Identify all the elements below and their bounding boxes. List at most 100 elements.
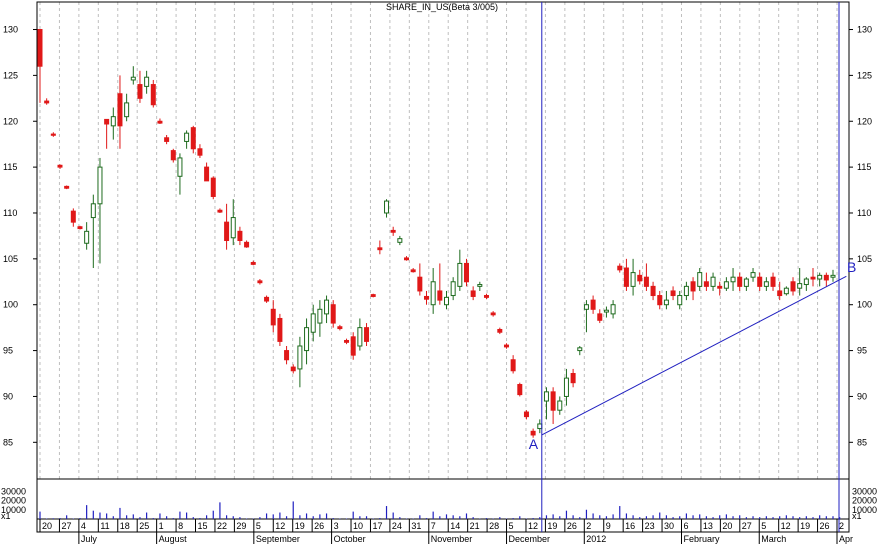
candle-body-down [517,384,523,396]
candle-body-up [230,217,236,239]
date-label: 2 [586,521,591,531]
date-label: 28 [489,521,499,531]
candle-body-down [344,339,350,343]
price-tick-label-right: 105 [857,254,872,264]
month-label: March [761,534,786,544]
price-tick-label-left: 90 [3,391,13,401]
candle-body-down [437,290,443,301]
candle-body-up [457,262,463,287]
candle-body-down [417,276,423,292]
candle-body-down [170,150,176,161]
date-label: 12 [528,521,538,531]
candle-body-down [637,274,643,282]
date-label: 24 [392,521,402,531]
date-label: 22 [217,521,227,531]
date-label: 25 [139,521,149,531]
candle-body-up [144,76,150,87]
month-label: August [159,534,188,544]
candle-body-down [217,209,223,213]
candle-body-down [390,229,396,233]
candle-body-down [523,411,529,418]
candle-body-up [630,272,636,287]
date-label: 9 [606,521,611,531]
candle-body-down [790,281,796,292]
price-tick-label-right: 120 [857,116,872,126]
candle-body-down [224,221,230,241]
candle-body-down [250,262,256,265]
candle-body-down [350,336,356,356]
candle-body-down [190,127,196,150]
price-tick-label-left: 120 [3,116,18,126]
price-tick-label-left: 105 [3,254,18,264]
month-label: November [431,534,473,544]
date-label: 19 [800,521,810,531]
candle-body-up [443,296,449,306]
support-trendline [541,275,847,436]
price-tick-label-left: 130 [3,25,18,35]
candle-body-up [384,200,390,214]
candle-body-up [677,295,683,306]
date-label: 26 [567,521,577,531]
candle-body-down [150,84,156,106]
month-label: February [683,534,720,544]
date-label: 11 [100,521,109,531]
candle-body-up [177,157,183,177]
price-tick-label-right: 100 [857,300,872,310]
candle-body-down [264,296,270,302]
date-label: 31 [411,521,421,531]
volume-tick-label-left: 20000 [1,496,26,506]
candle-body-down [623,267,629,287]
date-label: 14 [450,521,460,531]
date-label: 13 [703,521,713,531]
price-tick-label-left: 95 [3,346,13,356]
candle-body-down [157,120,163,124]
candle-body-down [290,366,296,372]
date-label: 23 [645,521,655,531]
date-label: 15 [198,521,208,531]
candle-body-up [583,304,589,310]
volume-tick-label-left: x1 [1,511,11,521]
candle-body-up [97,166,103,205]
candle-body-down [777,290,783,297]
candle-body-down [703,281,709,287]
volume-bars [39,501,841,519]
candle-body-down [717,285,723,289]
candle-body-down [463,262,469,283]
date-label: 29 [236,521,246,531]
price-tick-label-left: 85 [3,437,13,447]
price-tick-label-right: 95 [857,346,867,356]
date-label: 12 [781,521,791,531]
candle-body-up [184,132,190,142]
candle-body-down [104,118,110,125]
candle-body-down [643,276,649,287]
price-tick-label-left: 125 [3,70,18,80]
candle-body-down [510,359,516,372]
candle-body-down [823,274,829,281]
month-label: October [334,534,366,544]
candle-body-up [84,230,90,244]
candle-body-down [337,326,343,330]
candle-body-down [277,317,283,342]
candle-body-down [490,312,496,316]
marker-b-label: B [847,259,856,275]
candle-body-up [697,272,703,287]
gridlines [39,2,838,479]
candle-body-up [577,347,583,352]
candle-body-up [663,299,669,306]
price-tick-label-left: 110 [3,208,17,218]
candle-body-up [310,313,316,333]
candle-body-down [737,276,743,287]
date-label: 20 [722,521,732,531]
date-label: 10 [353,521,363,531]
date-label: 5 [256,521,261,531]
date-label: 4 [81,521,86,531]
candle-body-up [723,281,729,289]
date-label: 27 [742,521,752,531]
candle-body-down [670,290,676,297]
date-label: 6 [683,521,688,531]
candle-body-down [164,137,170,142]
candle-body-up [603,309,609,313]
month-label: 2012 [586,534,606,544]
volume-tick-label-left: 30000 [1,486,26,496]
candle-body-up [610,304,616,315]
